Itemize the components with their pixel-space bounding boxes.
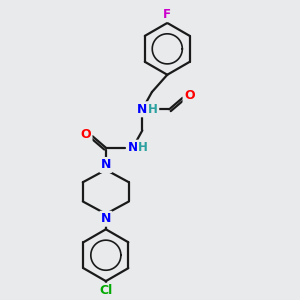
Text: O: O [80,128,91,141]
Text: Cl: Cl [99,284,112,297]
Text: N: N [101,212,111,225]
Text: N: N [101,158,111,172]
Text: H: H [138,141,148,154]
Text: O: O [184,89,195,102]
Text: H: H [148,103,158,116]
Text: F: F [163,8,171,21]
Text: N: N [137,103,148,116]
Text: N: N [128,141,138,154]
